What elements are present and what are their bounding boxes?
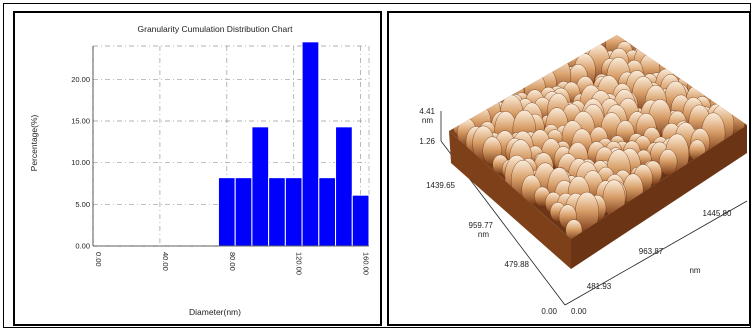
y-tick-3: 479.88: [505, 260, 530, 269]
afm-surface: [449, 35, 747, 269]
histogram-bar: [234, 177, 253, 247]
z-ref-label: 1.26: [419, 137, 435, 146]
histogram-chart: Granularity Cumulation Distribution Char…: [29, 24, 371, 317]
histogram-bar: [301, 41, 320, 247]
chart-title: Granularity Cumulation Distribution Char…: [138, 24, 294, 34]
bars: [217, 41, 370, 247]
origin-right-label: 0.00: [571, 307, 587, 316]
y-tick-label: 0.00: [75, 242, 90, 251]
y-tick-label: 20.00: [71, 75, 90, 84]
y-tick-label: 5.00: [75, 200, 90, 209]
histogram-bar: [351, 194, 370, 247]
y-axis-label: Percentage(%): [29, 114, 39, 171]
figure-frame: Granularity Cumulation Distribution Char…: [3, 3, 751, 328]
origin-left-label: 0.00: [541, 307, 557, 316]
x-tick-label: 120.00: [295, 252, 304, 275]
x-tick-2: 963.87: [639, 247, 664, 256]
histogram-bar: [217, 177, 236, 247]
histogram-panel: Granularity Cumulation Distribution Char…: [13, 11, 382, 326]
x-unit-label: nm: [689, 266, 700, 275]
histogram-bar: [318, 177, 337, 247]
y-tick-label: 15.00: [71, 117, 90, 126]
afm-3d-surface: 4.41 nm 1.26 1439.65 959.77 nm 479.88 14…: [419, 35, 748, 316]
histogram-bar: [284, 177, 303, 247]
x-tick-3: 481.93: [587, 282, 612, 291]
x-tick-label: 160.00: [362, 252, 371, 275]
surface-bump: [658, 149, 678, 176]
histogram-bar: [268, 177, 286, 247]
y-tick-label: 10.00: [71, 158, 90, 167]
x-tick-1: 1445.80: [703, 209, 732, 218]
y-tick-1: 1439.65: [426, 181, 455, 190]
z-unit-label: nm: [422, 116, 433, 125]
afm-panel: 4.41 nm 1.26 1439.65 959.77 nm 479.88 14…: [387, 11, 751, 326]
tick-labels: 0.00 5.00 10.00 15.00 20.00 0.00 40.00 80.00 120…: [71, 75, 370, 275]
y-tick-2: 959.77: [469, 221, 494, 230]
x-tick-label: 0.00: [94, 252, 103, 267]
x-axis-label: Diameter(nm): [189, 307, 241, 317]
x-tick-label: 80.00: [228, 252, 237, 271]
y-unit-label: nm: [478, 230, 489, 239]
axes: [92, 46, 369, 247]
histogram-bar: [251, 126, 270, 247]
histogram-bar: [335, 126, 353, 247]
z-max-label: 4.41: [419, 107, 435, 116]
x-tick-label: 40.00: [161, 252, 170, 271]
